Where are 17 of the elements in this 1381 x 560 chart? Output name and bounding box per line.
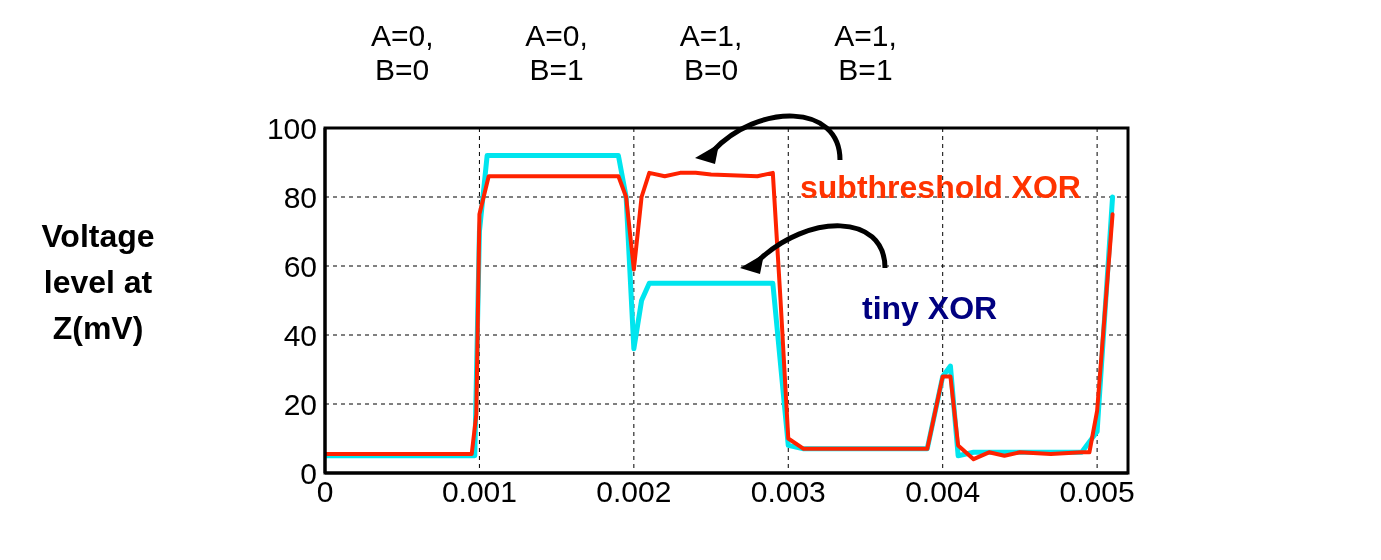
x-tick-label: 0.005: [1059, 475, 1135, 509]
x-tick-label: 0.003: [750, 475, 826, 509]
annotation: subthreshold XOR: [800, 169, 1081, 205]
y-axis-title: Voltage level at Z(mV): [40, 217, 156, 348]
y-tick-label: 60: [283, 249, 317, 283]
text: A=1, B=0: [679, 19, 743, 86]
y-tick-label: 40: [283, 318, 317, 352]
y-tick-label: 100: [266, 111, 317, 145]
annotation: tiny XOR: [862, 290, 998, 326]
x-tick-label: 0.001: [441, 475, 517, 509]
text: A=0, B=0: [370, 19, 434, 86]
y-tick-label: 20: [283, 387, 317, 421]
text: A=1, B=1: [834, 19, 897, 86]
x-tick-label: 0.004: [905, 475, 981, 509]
x-tick-label: 0.002: [596, 475, 672, 509]
text: A=0, B=1: [525, 19, 588, 86]
y-tick-label: 80: [283, 180, 317, 214]
